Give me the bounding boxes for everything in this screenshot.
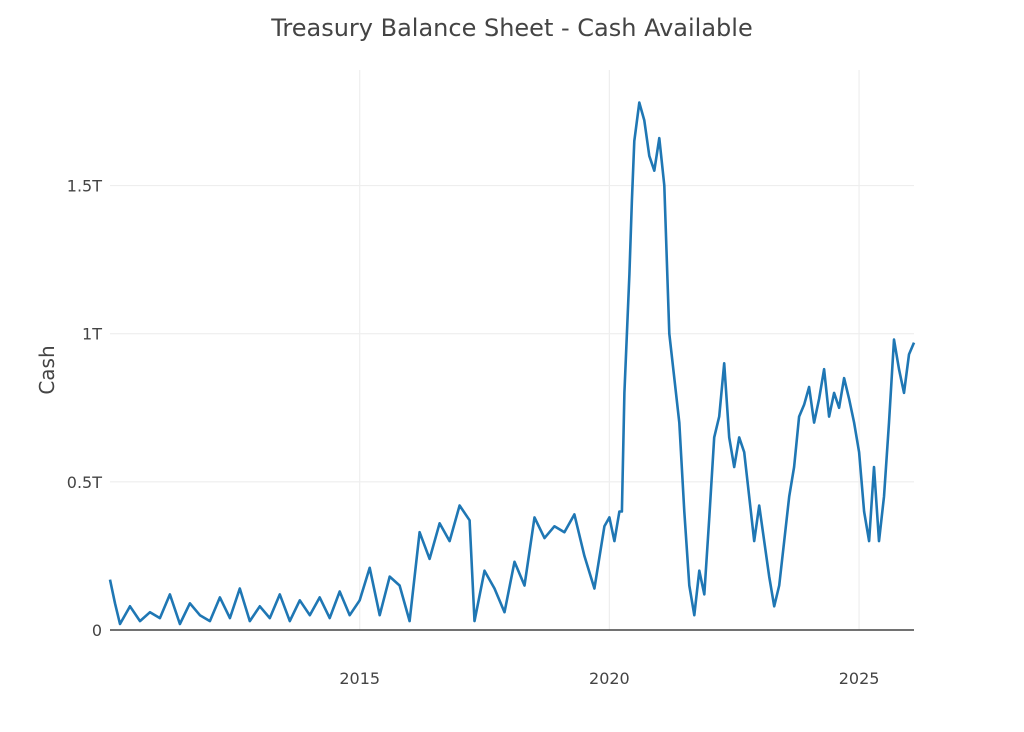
series-layer — [108, 101, 916, 626]
y-tick-label: 1.5T — [67, 177, 102, 196]
y-axis-title: Cash — [35, 345, 59, 394]
gridlines — [110, 70, 914, 630]
cash-series-line — [108, 101, 916, 626]
y-tick-label: 0.5T — [67, 473, 102, 492]
x-axis: 2015 2020 2025 — [339, 669, 879, 688]
x-tick-label: 2020 — [589, 669, 630, 688]
x-tick-label: 2015 — [339, 669, 380, 688]
chart-title: Treasury Balance Sheet - Cash Available — [270, 14, 752, 42]
y-tick-label: 1T — [82, 325, 102, 344]
y-tick-label: 0 — [92, 621, 102, 640]
y-axis: 0 0.5T 1T 1.5T — [67, 177, 102, 640]
x-tick-label: 2025 — [839, 669, 880, 688]
